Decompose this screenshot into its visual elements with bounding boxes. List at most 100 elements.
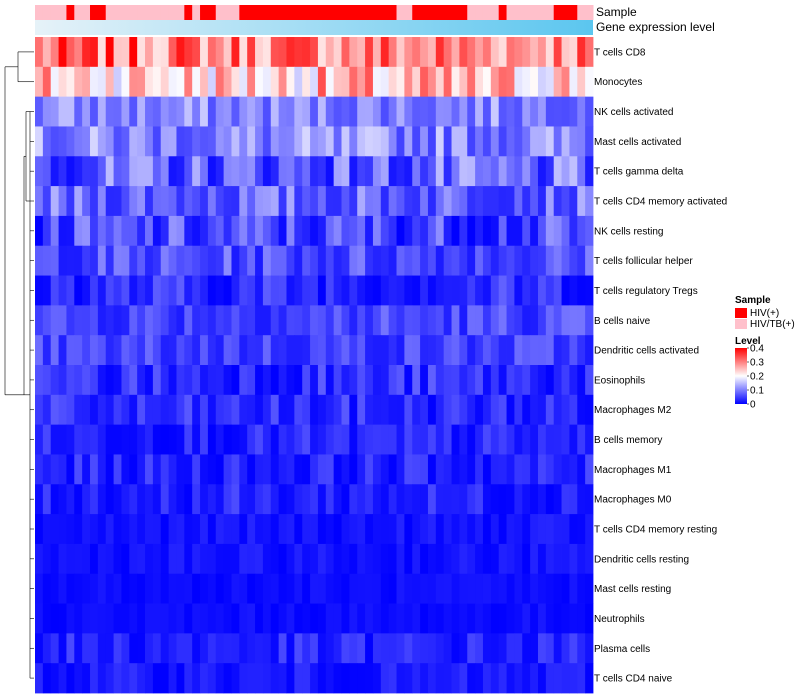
heatmap-cell bbox=[247, 663, 256, 694]
heatmap-cell bbox=[137, 126, 146, 157]
heatmap-cell bbox=[50, 424, 59, 455]
heatmap-cell bbox=[121, 305, 130, 336]
heatmap-cell bbox=[58, 245, 67, 276]
heatmap-cell bbox=[545, 573, 555, 604]
heatmap-cell bbox=[420, 603, 429, 634]
heatmap-cell bbox=[145, 126, 154, 157]
heatmap-cell bbox=[349, 543, 358, 575]
heatmap-cell bbox=[121, 573, 130, 604]
heatmap-cell bbox=[341, 424, 350, 455]
heatmap-cell bbox=[239, 275, 248, 306]
legend-sample-title: Sample bbox=[735, 295, 771, 306]
heatmap-cell bbox=[388, 215, 397, 247]
heatmap-cell bbox=[215, 186, 225, 217]
heatmap-cell bbox=[459, 573, 468, 604]
heatmap-cell bbox=[569, 603, 578, 634]
heatmap-cell bbox=[404, 66, 413, 98]
heatmap-cell bbox=[404, 424, 413, 455]
heatmap-cell bbox=[255, 394, 264, 426]
sample-cell bbox=[482, 5, 492, 20]
heatmap-cell bbox=[145, 156, 154, 187]
heatmap-cell bbox=[223, 484, 232, 515]
heatmap-cell bbox=[545, 96, 555, 127]
heatmap-cell bbox=[294, 245, 303, 276]
heatmap-cell bbox=[545, 663, 555, 694]
heatmap-cell bbox=[443, 514, 452, 545]
heatmap-cell bbox=[530, 186, 539, 217]
sample-cell bbox=[514, 5, 523, 20]
heatmap-cell bbox=[310, 335, 319, 366]
heatmap-cell bbox=[388, 245, 397, 276]
heatmap-cell bbox=[82, 663, 91, 694]
heatmap-cell bbox=[325, 543, 335, 575]
heatmap-cell bbox=[569, 96, 578, 127]
heatmap-cell bbox=[561, 603, 570, 634]
heatmap-cell bbox=[137, 335, 146, 366]
heatmap-cell bbox=[435, 543, 445, 575]
heatmap-cell bbox=[74, 215, 83, 247]
heatmap-cell bbox=[545, 514, 555, 545]
heatmap-cell bbox=[105, 96, 114, 127]
heatmap-cell bbox=[577, 215, 586, 247]
heatmap-cell bbox=[490, 365, 500, 396]
heatmap-cell bbox=[537, 484, 547, 515]
heatmap-cell bbox=[200, 543, 209, 575]
heatmap-cell bbox=[349, 424, 358, 455]
heatmap-cell bbox=[97, 305, 107, 336]
legend-swatch-hiv-tb bbox=[735, 319, 747, 329]
heatmap-cell bbox=[121, 245, 130, 276]
heatmap-cell bbox=[459, 663, 468, 694]
heatmap-cell bbox=[255, 514, 264, 545]
heatmap-cell bbox=[262, 37, 272, 68]
sample-cell bbox=[553, 5, 563, 20]
heatmap-cell bbox=[160, 335, 170, 366]
sample-cell bbox=[365, 5, 374, 20]
heatmap-cell bbox=[569, 514, 578, 545]
heatmap-cell bbox=[74, 424, 83, 455]
heatmap-cell bbox=[97, 186, 107, 217]
heatmap-cell bbox=[317, 275, 327, 306]
heatmap-cell bbox=[231, 37, 240, 68]
heatmap-cell bbox=[514, 126, 523, 157]
heatmap-cell bbox=[247, 394, 256, 426]
heatmap-cell bbox=[152, 365, 162, 396]
heatmap-cell bbox=[490, 126, 500, 157]
heatmap-cell bbox=[302, 633, 311, 664]
heatmap-cell bbox=[537, 335, 547, 366]
heatmap-cell bbox=[585, 514, 594, 545]
heatmap-cell bbox=[168, 186, 177, 217]
heatmap-cell bbox=[152, 573, 162, 604]
heatmap-cell bbox=[270, 66, 280, 98]
heatmap-cell bbox=[388, 543, 397, 575]
heatmap-cell bbox=[184, 275, 193, 306]
heatmap-cell bbox=[333, 305, 342, 336]
heatmap-cell bbox=[482, 454, 492, 485]
heatmap-cell bbox=[121, 663, 130, 694]
heatmap-cell bbox=[553, 424, 562, 455]
heatmap-cell bbox=[294, 633, 303, 664]
heatmap-cell bbox=[365, 186, 374, 217]
heatmap-cell bbox=[333, 424, 342, 455]
heatmap-cell bbox=[294, 96, 303, 127]
heatmap-cell bbox=[137, 365, 146, 396]
level-tick-label: 0.3 bbox=[750, 358, 764, 369]
heatmap-cell bbox=[498, 543, 507, 575]
heatmap-cell bbox=[475, 603, 484, 634]
heatmap-cell bbox=[105, 394, 114, 426]
heatmap-cell bbox=[97, 37, 107, 68]
row-label: NK cells activated bbox=[594, 107, 673, 118]
heatmap-cell bbox=[435, 394, 445, 426]
heatmap-cell bbox=[553, 454, 562, 485]
heatmap-cell bbox=[530, 514, 539, 545]
heatmap-cell bbox=[498, 454, 507, 485]
heatmap-cell bbox=[420, 573, 429, 604]
heatmap-cell bbox=[357, 394, 366, 426]
heatmap-cell bbox=[317, 96, 327, 127]
heatmap-cell bbox=[537, 66, 547, 98]
heatmap-cell bbox=[325, 573, 335, 604]
sample-cell bbox=[74, 5, 83, 20]
heatmap-cell bbox=[262, 96, 272, 127]
heatmap-cell bbox=[310, 573, 319, 604]
heatmap-cell bbox=[412, 37, 421, 68]
